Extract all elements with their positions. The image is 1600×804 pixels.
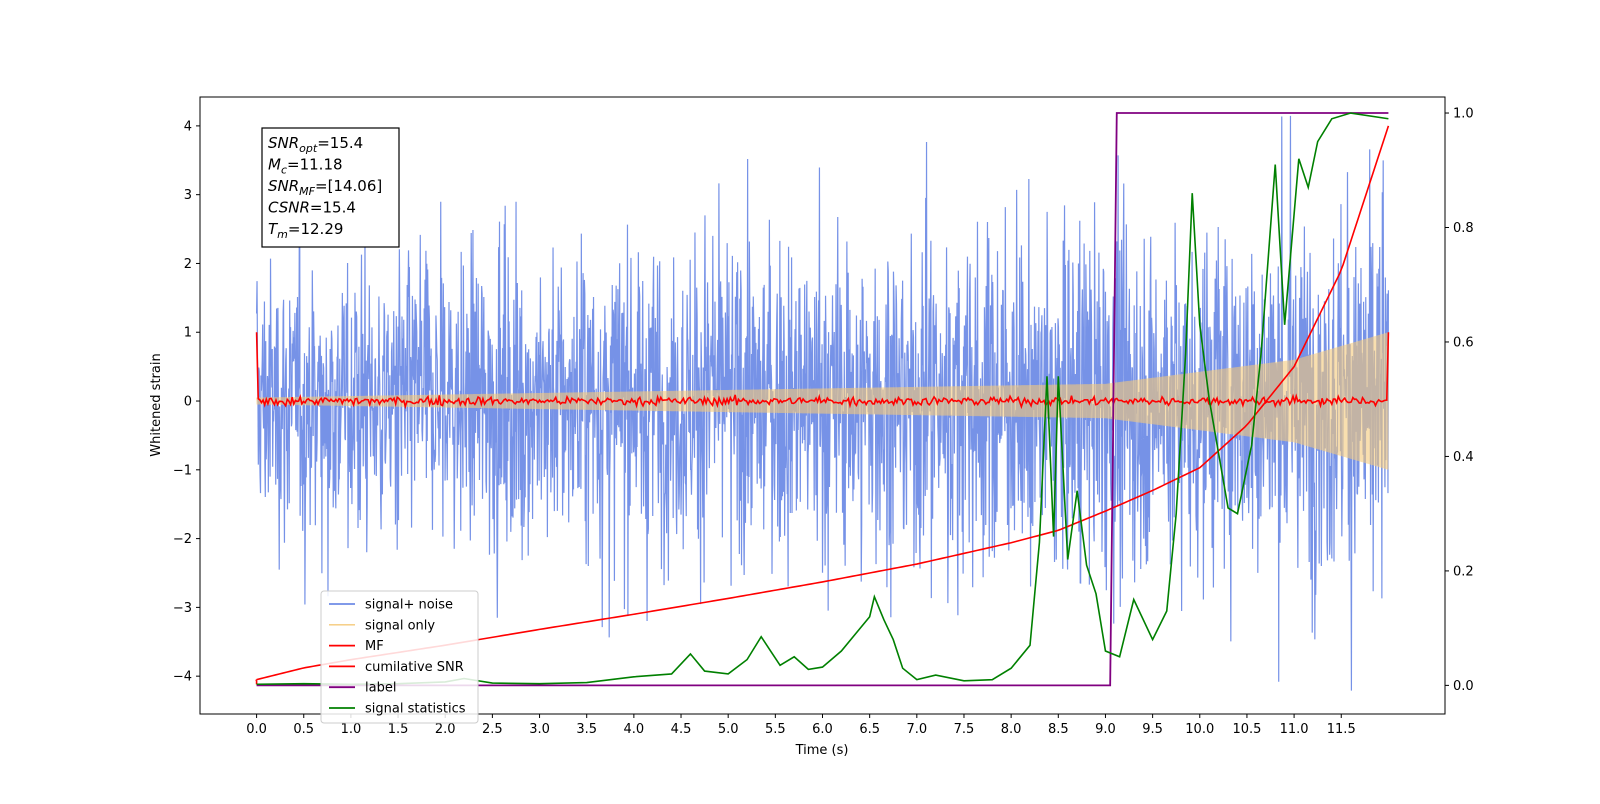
- y-tick-label: 0: [184, 395, 192, 410]
- stats-line: Tm=12.29: [268, 220, 343, 241]
- ticks-layer: 0.0 0.5 1.0 1.5 2.0 2.5 3.0 3.5 4.0 4.5 5.0 5.5 6.0 6…: [173, 107, 1474, 737]
- y-tick-label: −3: [173, 601, 192, 616]
- y-tick-label: 1: [184, 326, 192, 341]
- series-label: [256, 112, 1389, 687]
- y-tick-label: 3: [184, 188, 192, 203]
- y-tick-label: −2: [173, 532, 192, 547]
- y2-tick-label: 0.8: [1453, 221, 1474, 236]
- x-tick-label: 8.5: [1048, 722, 1069, 737]
- x-tick-label: 5.0: [718, 722, 739, 737]
- stats-line: SNRopt=15.4: [268, 134, 363, 155]
- legend-label: signal statistics: [365, 702, 466, 717]
- x-tick-label: 11.5: [1327, 722, 1356, 737]
- stats-line: SNRMF=[14.06]: [268, 177, 382, 198]
- x-tick-label: 0.5: [293, 722, 314, 737]
- x-tick-label: 9.0: [1095, 722, 1116, 737]
- x-tick-label: 4.0: [624, 722, 645, 737]
- x-tick-label: 9.5: [1142, 722, 1163, 737]
- x-tick-label: 6.5: [859, 722, 880, 737]
- x-tick-label: 0.0: [246, 722, 267, 737]
- y2-tick-label: 0.2: [1453, 564, 1474, 579]
- x-tick-label: 3.5: [576, 722, 597, 737]
- y2-tick-label: 0.6: [1453, 335, 1474, 350]
- y-axis-label: Whitened strain: [149, 353, 164, 456]
- stats-box-frame: [261, 127, 400, 248]
- legend-label: cumilative SNR: [365, 660, 464, 675]
- y-tick-label: 2: [184, 257, 192, 272]
- legend: signal+ noise signal only MF cumilative SNR…: [320, 590, 479, 724]
- stats-box: SNRopt=15.4Mc=11.18SNRMF=[14.06]CSNR=15.…: [261, 127, 400, 248]
- series-signal-only: [256, 332, 1389, 470]
- x-tick-label: 7.0: [906, 722, 927, 737]
- x-tick-label: 6.0: [812, 722, 833, 737]
- stats-line: CSNR=15.4: [268, 199, 356, 217]
- x-tick-label: 2.0: [435, 722, 456, 737]
- x-tick-label: 10.5: [1232, 722, 1261, 737]
- x-tick-label: 11.0: [1280, 722, 1309, 737]
- legend-label: signal+ noise: [365, 598, 453, 613]
- y2-tick-label: 0.4: [1453, 450, 1474, 465]
- x-tick-label: 1.5: [388, 722, 409, 737]
- legend-label: MF: [365, 639, 384, 654]
- x-tick-label: 2.5: [482, 722, 503, 737]
- y-tick-label: 4: [184, 119, 192, 134]
- x-tick-label: 3.0: [529, 722, 550, 737]
- x-tick-label: 5.5: [765, 722, 786, 737]
- stats-line: Mc=11.18: [268, 156, 343, 177]
- legend-frame: [320, 590, 479, 724]
- x-tick-label: 1.0: [341, 722, 362, 737]
- y2-tick-label: 1.0: [1453, 107, 1474, 122]
- series-signal-statistics: [256, 112, 1389, 686]
- x-tick-label: 7.5: [954, 722, 975, 737]
- y2-tick-label: 0.0: [1453, 679, 1474, 694]
- x-tick-label: 4.5: [671, 722, 692, 737]
- y-tick-label: −1: [173, 463, 192, 478]
- series-mf: [255, 332, 1390, 410]
- y-tick-label: −4: [173, 670, 192, 685]
- x-axis-label: Time (s): [795, 743, 849, 758]
- x-tick-label: 10.0: [1185, 722, 1214, 737]
- legend-label: signal only: [365, 618, 435, 633]
- legend-label: label: [365, 681, 396, 696]
- x-tick-label: 8.0: [1001, 722, 1022, 737]
